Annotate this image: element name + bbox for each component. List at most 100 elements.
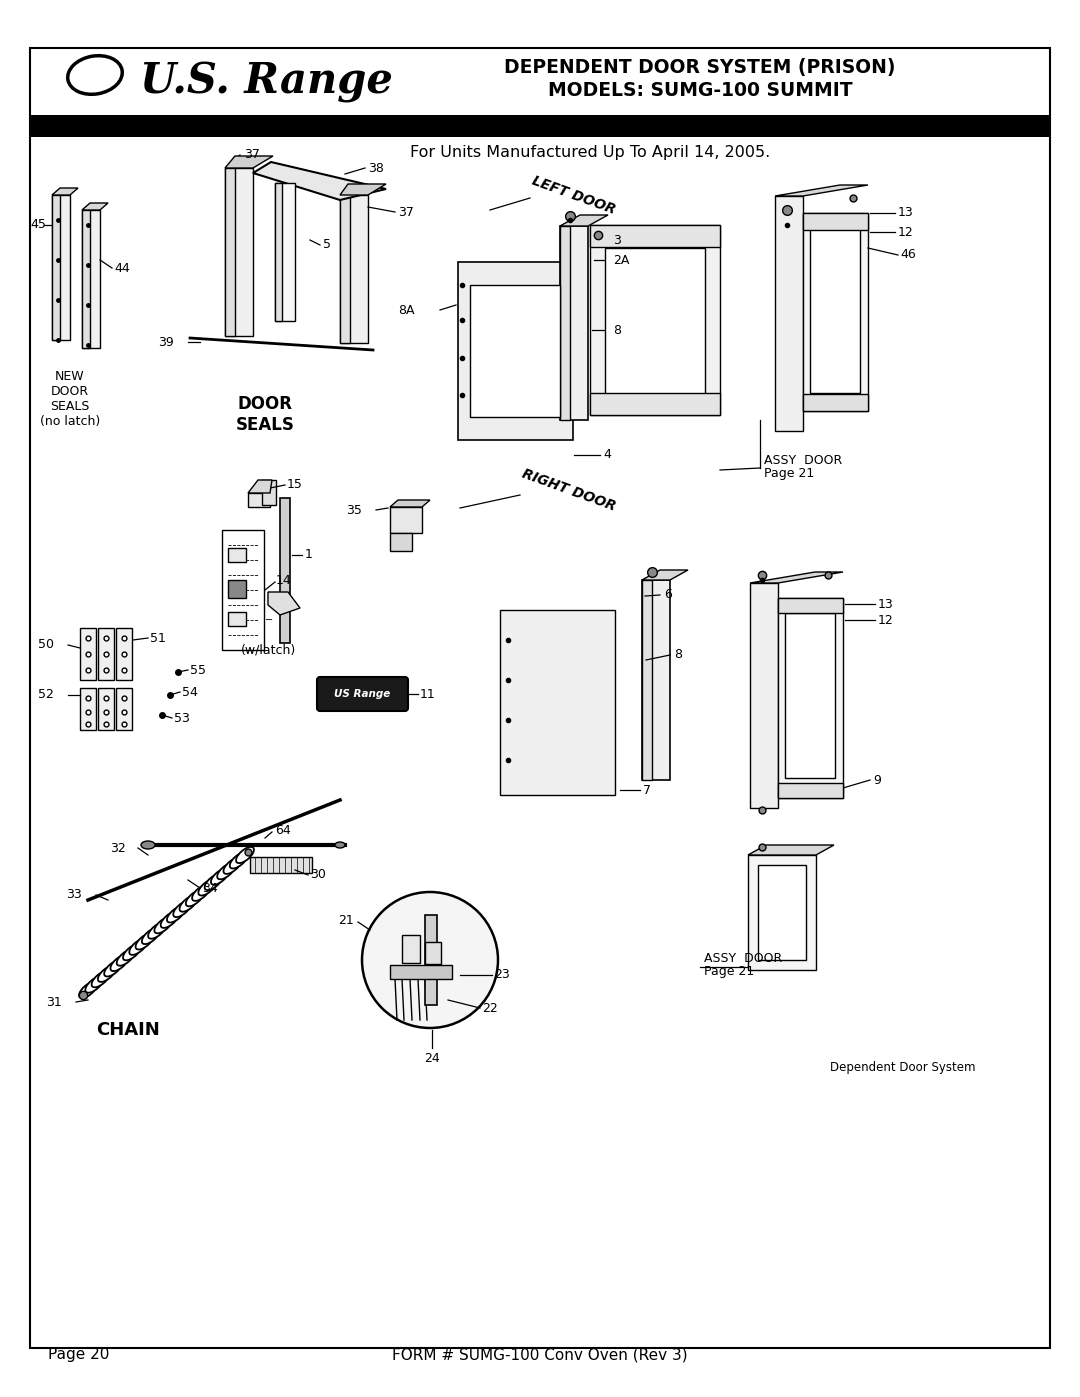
- Text: 38: 38: [368, 162, 383, 175]
- Bar: [222, 529, 264, 650]
- Polygon shape: [748, 845, 834, 855]
- Ellipse shape: [92, 971, 109, 988]
- Bar: [778, 782, 843, 798]
- Ellipse shape: [79, 982, 97, 997]
- Bar: [748, 855, 816, 970]
- Bar: [804, 212, 868, 411]
- Text: 8: 8: [613, 324, 621, 337]
- Text: 64: 64: [275, 823, 291, 837]
- Text: 7: 7: [643, 784, 651, 796]
- Text: 12: 12: [878, 613, 894, 626]
- Bar: [402, 935, 420, 963]
- Ellipse shape: [192, 884, 210, 901]
- Text: 51: 51: [150, 631, 166, 644]
- Text: LEFT DOOR: LEFT DOOR: [530, 173, 618, 217]
- Bar: [390, 534, 411, 550]
- Text: 34: 34: [202, 882, 218, 894]
- Bar: [275, 183, 295, 321]
- Text: Page 21: Page 21: [704, 965, 754, 978]
- Ellipse shape: [230, 852, 247, 869]
- Bar: [750, 583, 778, 807]
- Polygon shape: [561, 215, 608, 226]
- FancyBboxPatch shape: [318, 678, 408, 711]
- Text: ASSY  DOOR: ASSY DOOR: [704, 951, 782, 964]
- Ellipse shape: [173, 901, 191, 916]
- Bar: [785, 613, 835, 778]
- Bar: [275, 183, 282, 321]
- Bar: [116, 629, 132, 680]
- Bar: [116, 687, 132, 731]
- Text: 52: 52: [38, 689, 54, 701]
- Text: 11: 11: [420, 687, 435, 700]
- Text: 9: 9: [873, 774, 881, 787]
- Bar: [390, 507, 422, 534]
- Text: RIGHT DOOR: RIGHT DOOR: [519, 467, 618, 514]
- Bar: [52, 196, 70, 339]
- Ellipse shape: [335, 842, 345, 848]
- Bar: [561, 226, 570, 420]
- Text: 21: 21: [338, 914, 354, 926]
- Polygon shape: [268, 592, 300, 615]
- Text: 4: 4: [603, 448, 611, 461]
- Ellipse shape: [204, 875, 222, 890]
- Polygon shape: [775, 184, 868, 196]
- Bar: [228, 548, 246, 562]
- Text: 55: 55: [190, 664, 206, 676]
- Ellipse shape: [104, 960, 122, 977]
- Ellipse shape: [110, 956, 129, 971]
- Text: US Range: US Range: [334, 689, 390, 698]
- Text: 35: 35: [346, 503, 362, 517]
- Bar: [30, 115, 1050, 137]
- Text: 54: 54: [183, 686, 198, 698]
- Text: −: −: [265, 615, 273, 624]
- Text: 44: 44: [114, 261, 130, 274]
- Bar: [804, 394, 868, 411]
- Ellipse shape: [186, 890, 204, 907]
- Bar: [778, 598, 843, 798]
- Bar: [426, 915, 437, 1004]
- Text: CHAIN: CHAIN: [96, 1021, 160, 1039]
- Polygon shape: [390, 500, 430, 507]
- Bar: [340, 196, 350, 344]
- Text: 39: 39: [159, 335, 174, 348]
- Text: ASSY  DOOR: ASSY DOOR: [764, 454, 842, 467]
- Bar: [82, 210, 100, 348]
- Text: 37: 37: [244, 148, 260, 162]
- Text: 30: 30: [310, 869, 326, 882]
- Text: 8: 8: [674, 648, 681, 662]
- Text: 50: 50: [38, 638, 54, 651]
- Text: Page 21: Page 21: [764, 468, 814, 481]
- Text: 13: 13: [897, 207, 914, 219]
- Bar: [810, 228, 860, 393]
- Bar: [82, 210, 90, 348]
- Text: 3: 3: [613, 233, 621, 246]
- Bar: [458, 263, 573, 440]
- Text: 31: 31: [46, 996, 62, 1009]
- Text: 2A: 2A: [613, 253, 630, 267]
- Bar: [605, 249, 705, 395]
- Bar: [758, 865, 806, 960]
- Bar: [775, 196, 804, 432]
- Ellipse shape: [130, 939, 147, 956]
- Bar: [804, 212, 868, 231]
- Ellipse shape: [68, 56, 122, 95]
- Polygon shape: [52, 189, 78, 196]
- Text: DOOR
SEALS: DOOR SEALS: [235, 395, 295, 434]
- Text: 1: 1: [305, 549, 313, 562]
- Text: 24: 24: [424, 1052, 440, 1065]
- Bar: [426, 942, 441, 964]
- Text: U.S. Range: U.S. Range: [140, 61, 393, 103]
- Bar: [340, 196, 368, 344]
- Bar: [500, 610, 615, 795]
- Text: DEPENDENT DOOR SYSTEM (PRISON): DEPENDENT DOOR SYSTEM (PRISON): [504, 59, 895, 77]
- Ellipse shape: [85, 977, 104, 993]
- Text: 53: 53: [174, 711, 190, 725]
- Bar: [390, 965, 453, 979]
- Text: 13: 13: [878, 598, 894, 610]
- Bar: [249, 856, 312, 873]
- Text: 15: 15: [287, 479, 302, 492]
- Text: 6: 6: [664, 588, 672, 602]
- Bar: [590, 393, 720, 415]
- Text: 32: 32: [110, 841, 126, 855]
- Text: 5: 5: [323, 239, 330, 251]
